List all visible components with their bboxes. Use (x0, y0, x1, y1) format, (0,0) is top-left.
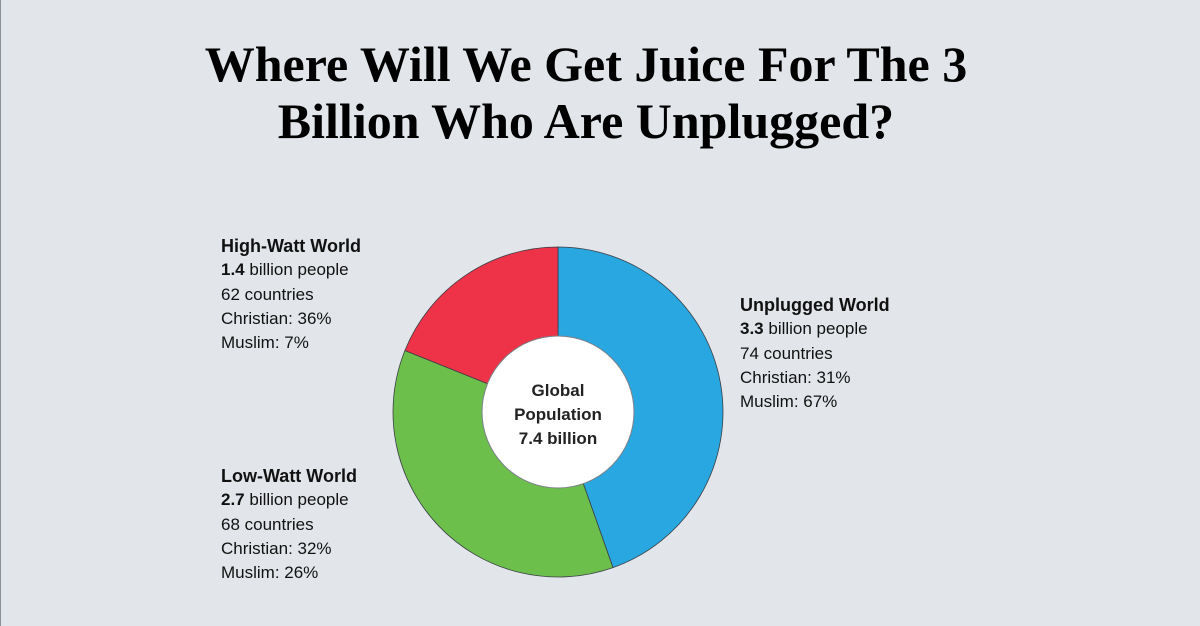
unplugged-people: 3.3 billion people (740, 317, 890, 341)
donut-center-hole (481, 335, 635, 489)
high-watt-people-text: billion people (244, 260, 349, 280)
low-watt-people-value: 2.7 (221, 490, 245, 510)
low-watt-people-text: billion people (244, 490, 349, 510)
unplugged-christian: Christian: 31% (740, 367, 851, 387)
low-watt-label: Low-Watt World 2.7 billion people 68 cou… (221, 464, 357, 585)
chart-title-line-1: Where Will We Get Juice For The 3 (204, 36, 968, 92)
high-watt-people: 1.4 billion people (221, 258, 361, 282)
unplugged-label: Unplugged World 3.3 billion people 74 co… (740, 293, 890, 414)
center-label-line-1: Global (532, 381, 585, 400)
population-donut-chart: Global Population 7.4 billion (392, 246, 724, 578)
left-edge-divider (0, 0, 1, 626)
low-watt-christian: Christian: 32% (221, 538, 332, 558)
chart-title: Where Will We Get Juice For The 3 Billio… (0, 36, 1172, 150)
chart-title-line-2: Billion Who Are Unplugged? (277, 93, 895, 149)
unplugged-people-value: 3.3 (740, 319, 764, 339)
center-label-line-2: Population (514, 405, 602, 424)
unplugged-countries: 74 countries (740, 343, 833, 363)
high-watt-heading: High-Watt World (221, 236, 361, 256)
high-watt-countries: 62 countries (221, 284, 314, 304)
low-watt-heading: Low-Watt World (221, 466, 357, 486)
high-watt-christian: Christian: 36% (221, 308, 332, 328)
unplugged-heading: Unplugged World (740, 295, 890, 315)
low-watt-people: 2.7 billion people (221, 488, 357, 512)
slice-unplugged-world (557, 246, 724, 569)
center-label-line-3: 7.4 billion (519, 429, 597, 448)
unplugged-people-text: billion people (763, 319, 868, 339)
low-watt-countries: 68 countries (221, 514, 314, 534)
unplugged-muslim: Muslim: 67% (740, 392, 838, 412)
high-watt-people-value: 1.4 (221, 260, 245, 280)
low-watt-muslim: Muslim: 26% (221, 563, 319, 583)
high-watt-label: High-Watt World 1.4 billion people 62 co… (221, 234, 361, 355)
high-watt-muslim: Muslim: 7% (221, 333, 309, 353)
